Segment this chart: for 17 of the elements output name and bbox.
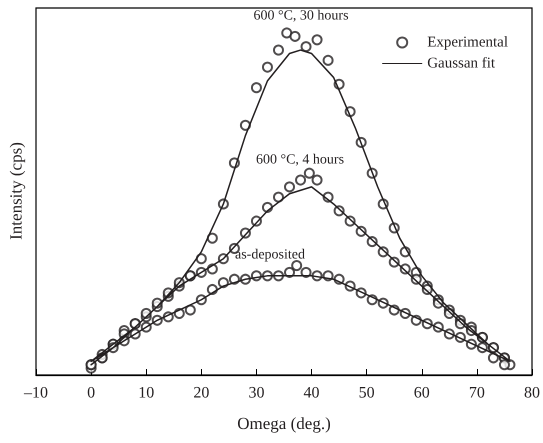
x-tick-label: 60 xyxy=(414,384,430,402)
legend-label: Gaussan fit xyxy=(427,56,496,72)
x-tick-label: 20 xyxy=(193,384,210,402)
annotation: as-deposited xyxy=(235,248,305,262)
x-tick-label: 0 xyxy=(87,384,96,402)
x-tick-label: 30 xyxy=(248,384,264,402)
legend-label: Experimental xyxy=(427,34,508,50)
x-tick-label: 40 xyxy=(304,384,320,402)
x-tick-label: –10 xyxy=(23,384,48,402)
x-tick-label: 70 xyxy=(468,384,485,402)
x-tick-label: 10 xyxy=(138,384,154,402)
x-tick-label: 50 xyxy=(358,384,375,402)
text: 600 °C, 30 hours xyxy=(253,8,349,24)
x-tick-label: 80 xyxy=(524,384,540,402)
y-axis-title: Intensity (cps) xyxy=(6,142,26,240)
annotation: 600 °C, 4 hours xyxy=(256,152,344,168)
x-axis-title: Omega (deg.) xyxy=(237,414,331,433)
